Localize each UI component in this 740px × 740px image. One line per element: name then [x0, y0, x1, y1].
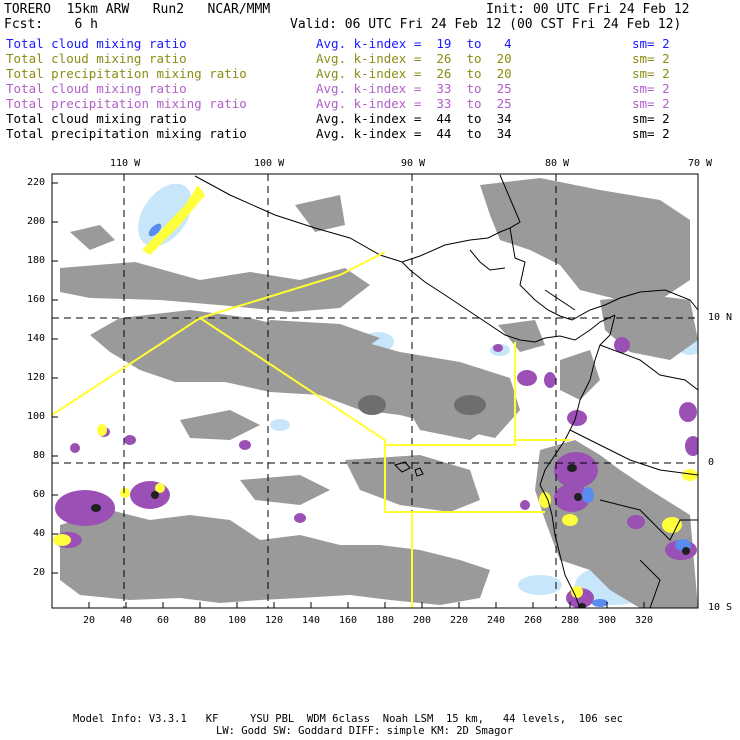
legend-field: Total cloud mixing ratio	[6, 81, 187, 96]
yellow-cloud-areas	[53, 185, 698, 598]
y-tick-label: 180	[27, 255, 46, 266]
legend-kindex: Avg. k-index = 26 to 20	[316, 51, 512, 66]
nicaragua-border	[544, 289, 576, 311]
model-resolution: 15km ARW	[66, 2, 130, 17]
legend-sm: sm= 2	[632, 111, 670, 126]
lat-label-0: 0	[708, 457, 715, 468]
x-tick-label: 120	[265, 615, 284, 626]
legend-row: Total precipitation mixing ratio Avg. k-i…	[6, 96, 670, 111]
y-tick-label: 160	[27, 294, 46, 305]
legend-field: Total cloud mixing ratio	[6, 51, 187, 66]
legend-kindex: Avg. k-index = 44 to 34	[316, 111, 512, 126]
tick-marks	[52, 182, 645, 608]
guatemala-border	[469, 249, 506, 271]
legend-sm: sm= 2	[632, 96, 670, 111]
y-tick-label: 120	[27, 372, 46, 383]
legend-field: Total precipitation mixing ratio	[6, 66, 247, 81]
valid-time: Valid: 06 UTC Fri 24 Feb 12 (00 CST Fri …	[290, 17, 682, 32]
legend-sm: sm= 2	[632, 66, 670, 81]
lat-lon-grid	[52, 174, 698, 608]
legend-sm: sm= 2	[632, 51, 670, 66]
lon-label-80w: 80 W	[545, 158, 570, 169]
legend-kindex: Avg. k-index = 44 to 34	[316, 126, 512, 141]
x-tick-label: 160	[339, 615, 358, 626]
legend-kindex: Avg. k-index = 33 to 25	[316, 81, 512, 96]
y-tick-label: 60	[33, 489, 46, 500]
legend-row: Total cloud mixing ratio Avg. k-index = 4…	[6, 111, 670, 126]
legend-kindex: Avg. k-index = 19 to 4	[316, 36, 512, 51]
legend-field: Total precipitation mixing ratio	[6, 126, 247, 141]
x-tick-label: 100	[228, 615, 247, 626]
caribbean-coast	[509, 227, 698, 321]
lat-label-10n: 10 N	[708, 312, 733, 323]
x-tick-label: 260	[524, 615, 543, 626]
x-tick-label: 280	[561, 615, 580, 626]
cloud-field	[52, 174, 698, 608]
x-tick-label: 220	[450, 615, 469, 626]
lon-label-110w: 110 W	[110, 158, 141, 169]
colombia-border	[599, 344, 698, 391]
k-index-regions	[52, 251, 570, 608]
model-name: TORERO	[4, 2, 51, 17]
legend-kindex: Avg. k-index = 26 to 20	[316, 66, 512, 81]
lon-label-90w: 90 W	[401, 158, 426, 169]
x-tick-label: 200	[413, 615, 432, 626]
map-frame	[51, 173, 699, 609]
y-tick-label: 200	[27, 216, 46, 227]
x-tick-label: 320	[635, 615, 654, 626]
y-tick-label: 140	[27, 333, 46, 344]
central-america-pacific-coast	[401, 261, 616, 343]
model-info: Model Info: V3.3.1 KF YSU PBL WDM 6class…	[73, 713, 623, 725]
y-tick-label: 40	[33, 528, 46, 539]
mexico-coastline	[194, 174, 521, 263]
legend-sm: sm= 2	[632, 126, 670, 141]
legend-row: Total cloud mixing ratio Avg. k-index = 2…	[6, 51, 670, 66]
run-label: Run2	[152, 2, 185, 17]
y-tick-label: 220	[27, 177, 46, 188]
ecuador-peru-border	[569, 429, 698, 476]
legend-field: Total precipitation mixing ratio	[6, 96, 247, 111]
lon-label-70w: 70 W	[688, 158, 713, 169]
fcst-value: 6 h	[74, 17, 98, 32]
x-tick-label: 80	[194, 615, 207, 626]
legend-sm: sm= 2	[632, 36, 670, 51]
region-boundary-east	[385, 342, 516, 446]
blue-cloud-areas	[148, 223, 691, 607]
legend-row: Total precipitation mixing ratio Avg. k-i…	[6, 66, 670, 81]
legend-field: Total cloud mixing ratio	[6, 36, 187, 51]
peru-bolivia-border	[639, 559, 661, 608]
lon-label-100w: 100 W	[254, 158, 285, 169]
legend-sm: sm= 2	[632, 81, 670, 96]
y-tick-label: 100	[27, 411, 46, 422]
x-tick-label: 60	[157, 615, 170, 626]
org-label: NCAR/MMM	[207, 2, 271, 17]
legend-row: Total precipitation mixing ratio Avg. k-i…	[6, 126, 670, 141]
black-cloud-cores	[91, 464, 690, 608]
region-boundary-south	[199, 317, 545, 513]
x-tick-label: 240	[487, 615, 506, 626]
title-line: TORERO 15km ARW Run2 NCAR/MMM	[4, 2, 270, 17]
y-tick-label: 80	[33, 450, 46, 461]
y-tick-label: 20	[33, 567, 46, 578]
legend-kindex: Avg. k-index = 33 to 25	[316, 96, 512, 111]
legend-field: Total cloud mixing ratio	[6, 111, 187, 126]
lat-label-10s: 10 S	[708, 602, 733, 613]
fcst-label: Fcst:	[4, 17, 44, 32]
x-tick-label: 180	[376, 615, 395, 626]
legend-row: Total cloud mixing ratio Avg. k-index = 3…	[6, 81, 670, 96]
region-boundary-north	[52, 251, 386, 416]
x-tick-label: 20	[83, 615, 96, 626]
peru-brazil-border	[599, 499, 698, 541]
init-time: Init: 00 UTC Fri 24 Feb 12	[486, 2, 690, 17]
legend-row: Total cloud mixing ratio Avg. k-index = 1…	[6, 36, 670, 51]
physics-info: LW: Godd SW: Goddard DIFF: simple KM: 2D…	[216, 725, 514, 737]
x-tick-label: 140	[302, 615, 321, 626]
forecast-hour: Fcst: 6 h	[4, 17, 98, 32]
x-tick-label: 40	[120, 615, 133, 626]
x-tick-label: 300	[598, 615, 617, 626]
